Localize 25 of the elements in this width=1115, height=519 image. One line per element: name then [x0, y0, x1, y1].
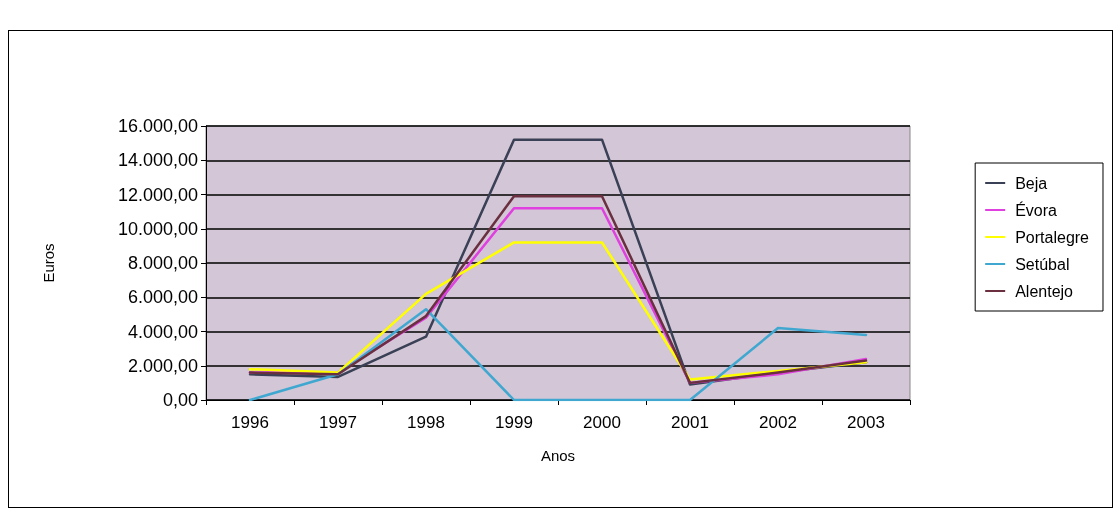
line-series [248, 307, 868, 402]
y-tick-label: 2.000,00 [127, 355, 198, 376]
y-tick-label: 16.000,00 [117, 116, 198, 136]
y-tick-label: 4.000,00 [127, 321, 198, 342]
x-tick-label: 2003 [847, 413, 885, 432]
x-tick-label: 1998 [407, 413, 445, 432]
x-tick-label: 2000 [583, 413, 621, 432]
legend-label: Portalegre [1015, 228, 1090, 246]
y-tick-label: 10.000,00 [117, 218, 198, 239]
legend-label: Évora [1015, 200, 1058, 219]
x-tick-label: 1996 [231, 413, 269, 432]
y-tick-label: 12.000,00 [117, 184, 198, 205]
y-tick-label: 14.000,00 [117, 150, 198, 171]
legend-label: Beja [1015, 174, 1048, 192]
y-tick-label: 0,00 [162, 390, 198, 410]
y-axis-title: Euros [40, 243, 57, 283]
x-tick-label: 1997 [319, 413, 357, 432]
legend-label: Setúbal [1015, 255, 1070, 273]
y-tick-label: 8.000,00 [127, 253, 198, 273]
x-axis-title: Anos [540, 447, 576, 464]
x-tick-label: 2001 [671, 413, 709, 432]
x-tick-label: 2002 [759, 413, 797, 432]
y-tick-label: 6.000,00 [127, 287, 198, 308]
x-tick-label: 1999 [495, 413, 533, 432]
legend-label: Alentejo [1015, 282, 1074, 300]
